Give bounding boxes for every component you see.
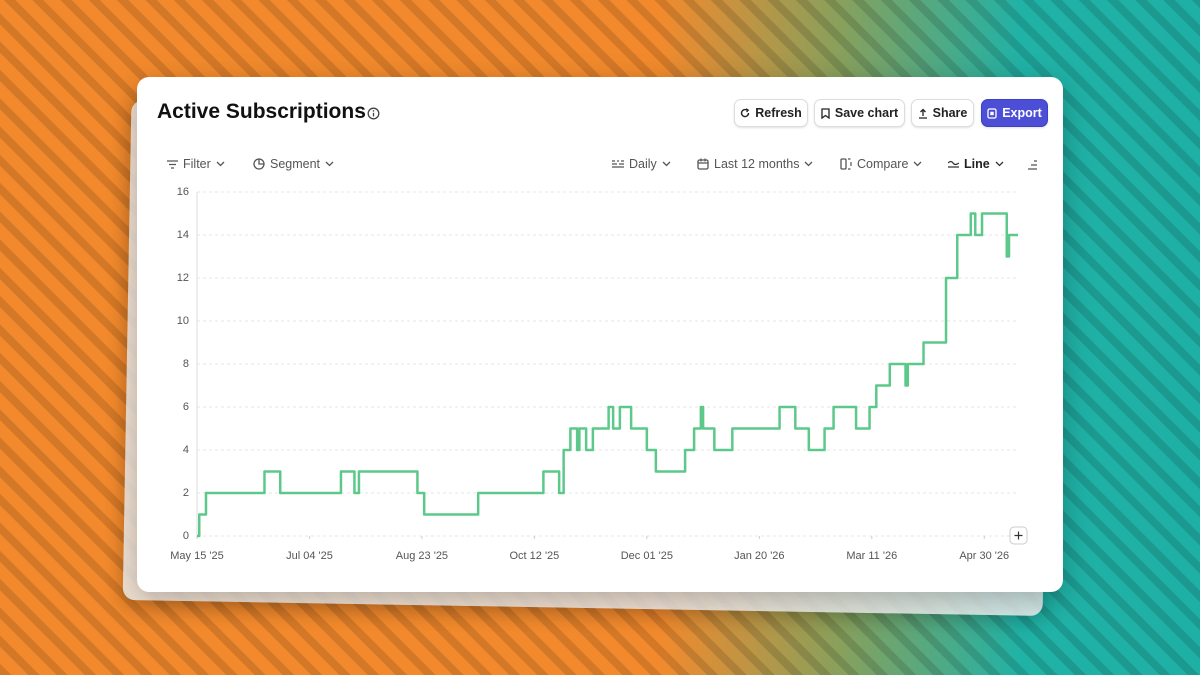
button-label: Share <box>932 106 968 120</box>
control-label: Daily <box>629 157 657 171</box>
y-tick-label: 2 <box>183 487 189 499</box>
x-tick-label: Mar 11 '26 <box>846 550 897 562</box>
y-tick-label: 14 <box>177 229 189 241</box>
chart-type-control[interactable]: Line <box>948 157 1004 171</box>
save-chart-button[interactable]: Save chart <box>814 99 905 127</box>
settings-icon[interactable] <box>1027 160 1038 170</box>
control-label: Line <box>964 157 990 171</box>
y-tick-label: 4 <box>183 444 189 456</box>
export-button[interactable]: Export <box>981 99 1048 127</box>
x-tick-label: Oct 12 '25 <box>509 550 559 562</box>
x-tick-label: May 15 '25 <box>170 550 223 562</box>
y-tick-label: 16 <box>177 186 189 198</box>
x-tick-label: Aug 23 '25 <box>396 550 448 562</box>
info-icon[interactable] <box>367 107 380 120</box>
button-label: Save chart <box>834 106 899 120</box>
y-tick-label: 12 <box>177 272 189 284</box>
control-label: Compare <box>857 157 909 171</box>
y-tick-label: 0 <box>183 530 189 542</box>
compare-control[interactable]: Compare <box>840 157 922 171</box>
control-label: Segment <box>270 157 321 171</box>
add-icon <box>1014 531 1023 540</box>
x-tick-label: Dec 01 '25 <box>621 550 673 562</box>
title: Active Subscriptions <box>157 100 366 123</box>
y-tick-label: 8 <box>183 358 189 370</box>
x-tick-label: Apr 30 '26 <box>959 550 1009 562</box>
filter-control[interactable]: Filter <box>167 157 225 171</box>
y-tick-label: 10 <box>177 315 189 327</box>
y-tick-label: 6 <box>183 401 189 413</box>
control-label: Filter <box>183 157 211 171</box>
card <box>137 77 1063 592</box>
x-tick-label: Jan 20 '26 <box>734 550 784 562</box>
date-range-control[interactable]: Last 12 months <box>697 157 813 171</box>
refresh-button[interactable]: Refresh <box>734 99 808 127</box>
button-label: Export <box>1002 106 1042 120</box>
interval-control[interactable]: Daily <box>612 157 671 171</box>
segment-control[interactable]: Segment <box>253 157 334 171</box>
button-label: Refresh <box>755 106 802 120</box>
x-tick-label: Jul 04 '25 <box>286 550 333 562</box>
series-line <box>197 212 1018 538</box>
control-label: Last 12 months <box>714 157 800 171</box>
share-button[interactable]: Share <box>911 99 974 127</box>
